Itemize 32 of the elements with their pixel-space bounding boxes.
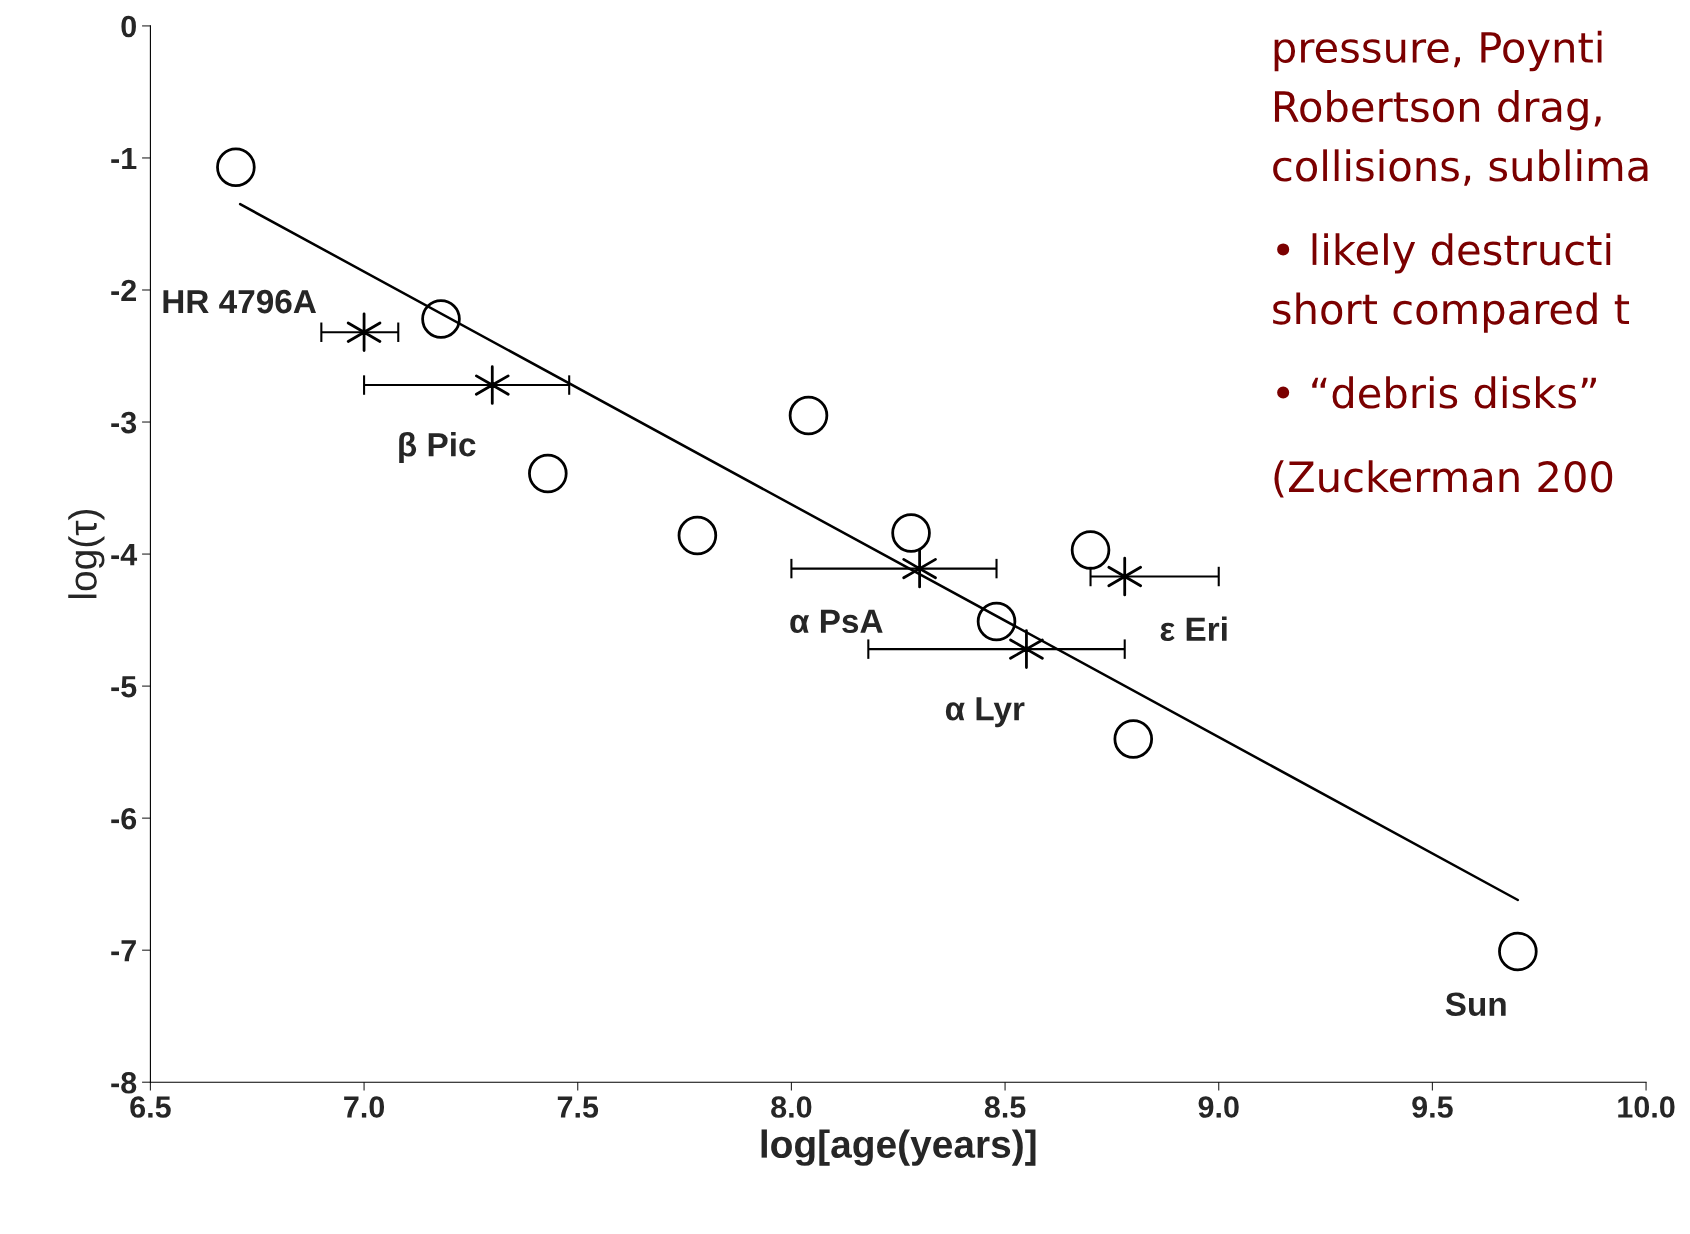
- annotation: (Zuckerman 200: [1274, 460, 1613, 498]
- y-tick-label: -5: [111, 676, 137, 698]
- x-tick-label: 6.5: [130, 1096, 171, 1118]
- x-axis-title: log[age(years)]: [761, 1129, 1036, 1166]
- annotation: ε Eri: [1160, 616, 1227, 642]
- annotation: Robertson drag,: [1274, 90, 1601, 131]
- y-tick-label: -1: [111, 148, 137, 170]
- y-tick-label: -7: [111, 940, 136, 962]
- annotation: • “debris disks”: [1277, 376, 1596, 409]
- annotation: Sun: [1445, 992, 1506, 1016]
- annotation: • likely destructi: [1277, 233, 1611, 274]
- x-tick-label: 8.5: [984, 1096, 1026, 1118]
- x-tick-label: 10.0: [1618, 1096, 1675, 1118]
- annotation: collisions, sublima: [1273, 149, 1648, 186]
- x-tick-label: 7.5: [557, 1096, 599, 1118]
- y-tick-label: -6: [111, 807, 137, 830]
- x-tick-label: 9.5: [1412, 1096, 1453, 1118]
- y-tick-label: -2: [111, 279, 136, 302]
- annotation: short compared t: [1273, 292, 1630, 333]
- annotation: pressure, Poynti: [1274, 30, 1602, 72]
- y-tick-label: -8: [111, 1071, 137, 1094]
- y-tick-label: 0: [121, 15, 136, 38]
- y-axis-title: log(τ): [68, 509, 105, 599]
- annotation: α PsA: [790, 609, 883, 634]
- annotation: β Pic: [399, 432, 476, 464]
- annotation: HR 4796A: [163, 289, 317, 314]
- x-tick-label: 7.0: [344, 1096, 385, 1118]
- x-tick-label: 9.0: [1198, 1096, 1239, 1118]
- annotation: α Lyr: [945, 697, 1025, 728]
- y-tick-label: -3: [111, 411, 137, 434]
- y-tick-label: -4: [111, 544, 138, 566]
- x-tick-label: 8.0: [771, 1096, 812, 1118]
